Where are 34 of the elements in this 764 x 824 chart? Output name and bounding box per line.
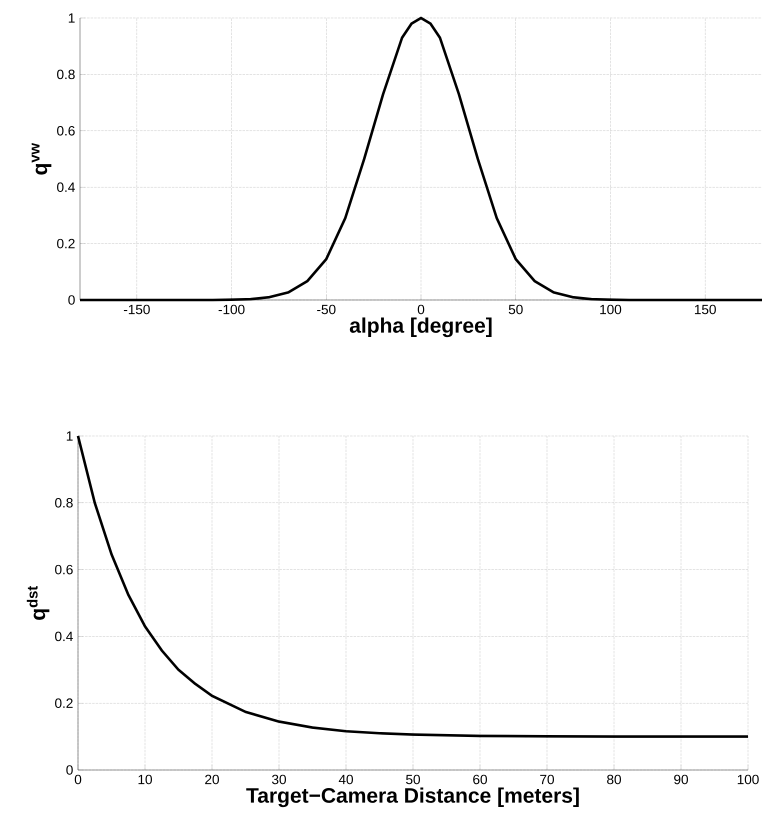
x-tick-label: -150 [124,304,150,314]
x-tick-label: 150 [694,304,716,314]
x-tick-label: 20 [205,774,219,784]
x-tick-label: -100 [218,304,245,314]
y-axis-title: q$^{dst}$ [26,586,50,620]
y-tick-label: 0.4 [57,182,75,192]
y-tick-label: 0.2 [55,698,73,708]
y-tick-label: 0.8 [55,498,73,508]
x-tick-label: 40 [338,774,353,784]
y-tick-label: 0 [66,765,73,775]
y-tick-label: 0 [68,295,75,305]
x-tick-label: 10 [138,774,152,784]
x-tick-label: 70 [540,774,554,784]
x-tick-label: 0 [418,304,424,314]
x-tick-label: 100 [738,774,759,784]
x-tick-label: 50 [406,774,420,784]
x-axis-title: Target−Camera Distance [meters] [246,787,579,808]
x-tick-label: 90 [674,774,688,784]
y-tick-label: 0.6 [57,126,75,136]
x-tick-label: 0 [74,774,82,784]
x-tick-label: 30 [272,774,286,784]
y-tick-label: 0.6 [55,564,73,574]
y-axis-title: q$^{vw}$ [32,142,52,175]
y-tick-label: 1 [66,431,73,441]
x-tick-label: -50 [317,304,336,314]
y-tick-label: 0.2 [57,238,75,248]
y-tick-label: 1 [68,13,75,23]
y-tick-label: 0.4 [55,632,73,642]
y-tick-label: 0.8 [57,70,75,80]
x-axis-title: alpha [degree] [350,317,492,338]
x-tick-label: 60 [473,774,487,784]
x-tick-label: 100 [600,304,622,314]
x-tick-label: 50 [508,304,523,314]
x-tick-label: 80 [607,774,621,784]
